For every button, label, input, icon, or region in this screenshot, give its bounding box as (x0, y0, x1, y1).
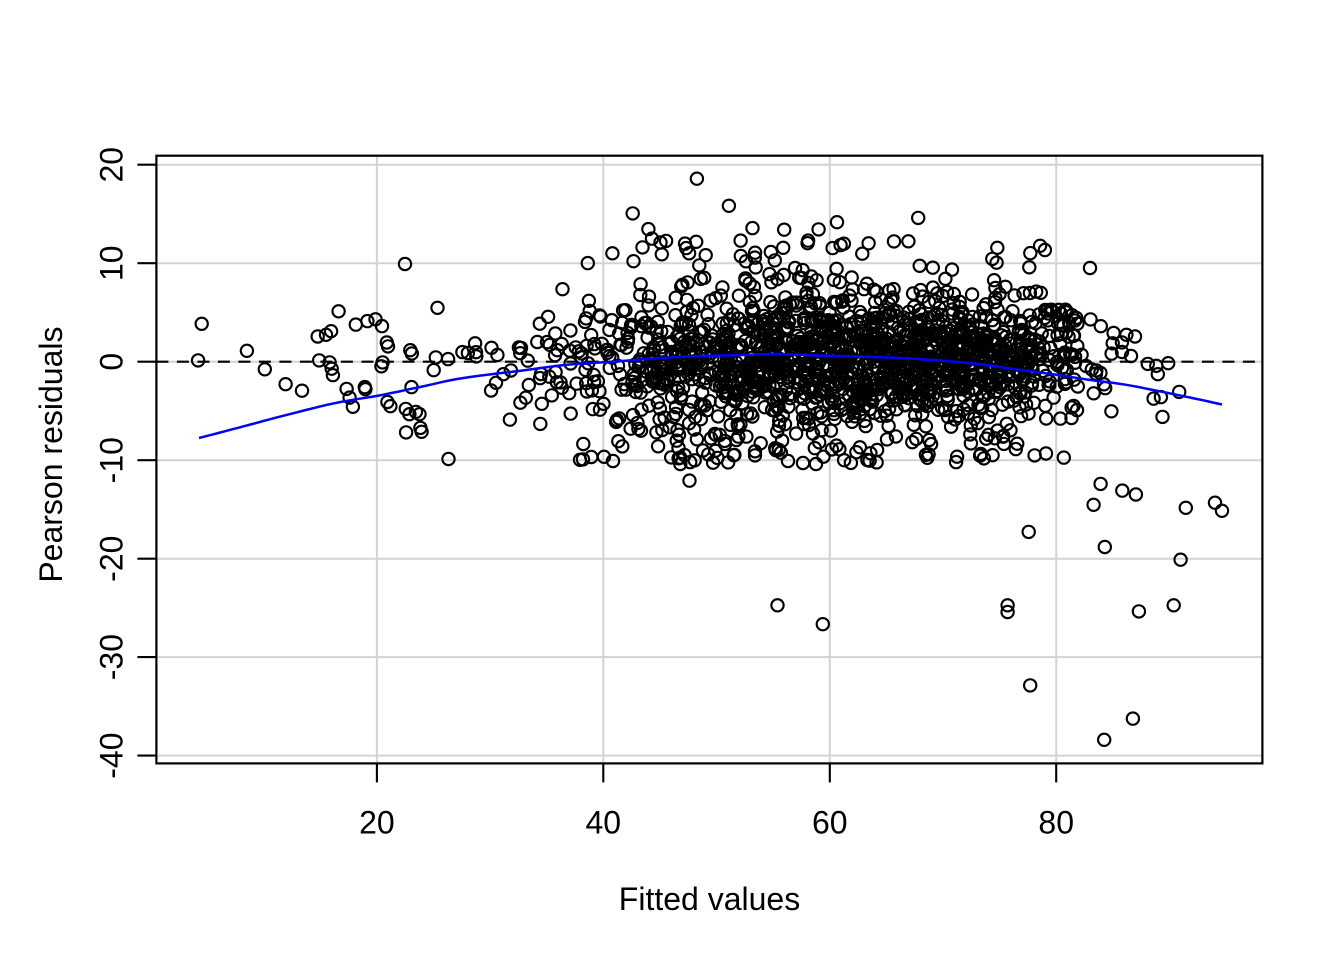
svg-text:Fitted values: Fitted values (619, 881, 800, 917)
svg-text:10: 10 (94, 245, 130, 281)
svg-text:0: 0 (94, 353, 130, 371)
svg-text:Pearson residuals: Pearson residuals (33, 327, 69, 583)
svg-text:-30: -30 (94, 634, 130, 680)
svg-text:20: 20 (359, 805, 395, 841)
svg-text:20: 20 (94, 147, 130, 183)
svg-text:-10: -10 (94, 437, 130, 483)
svg-text:-20: -20 (94, 536, 130, 582)
svg-text:40: 40 (586, 805, 622, 841)
svg-text:80: 80 (1038, 805, 1074, 841)
svg-text:60: 60 (812, 805, 848, 841)
svg-text:-40: -40 (94, 732, 130, 778)
